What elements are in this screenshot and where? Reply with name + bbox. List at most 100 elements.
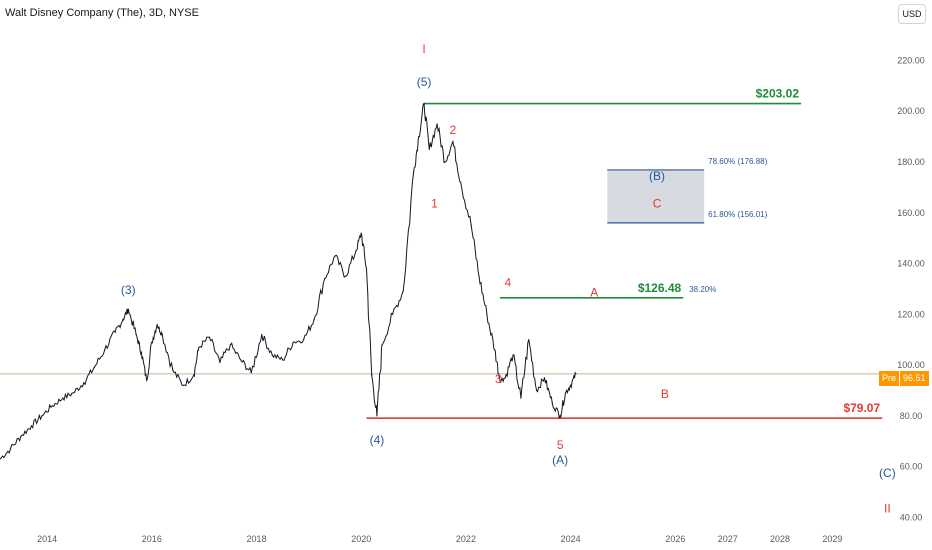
wave-label: (B) <box>649 169 665 183</box>
y-tick-label: 40.00 <box>900 512 923 522</box>
wave-label: (A) <box>552 453 568 467</box>
price-point <box>156 323 158 326</box>
price-point <box>161 334 163 336</box>
price-point <box>575 373 577 375</box>
price-point <box>240 359 242 361</box>
price-point <box>292 341 294 343</box>
x-tick-label: 2026 <box>665 534 685 544</box>
price-point <box>313 318 315 320</box>
price-point <box>114 331 116 333</box>
wave-label: 1 <box>431 197 438 211</box>
price-point <box>323 278 326 280</box>
price-point <box>392 313 394 315</box>
price-point <box>271 354 273 356</box>
wave-label: 4 <box>504 275 511 289</box>
wave-label: (3) <box>121 283 136 297</box>
price-point <box>460 181 462 183</box>
price-point <box>261 334 263 336</box>
y-tick-label: 120.00 <box>897 309 925 319</box>
price-point <box>504 377 506 379</box>
price-point <box>282 359 284 361</box>
price-badge: Pre 96.51 <box>879 371 929 386</box>
price-point <box>30 425 33 427</box>
price-point <box>428 148 430 150</box>
x-tick-label: 2020 <box>351 534 371 544</box>
price-point <box>520 397 522 399</box>
price-point <box>62 397 64 399</box>
price-point <box>376 415 378 417</box>
price-point <box>334 255 336 257</box>
price-point <box>41 415 43 417</box>
price-point <box>360 232 362 234</box>
price-point <box>72 392 74 394</box>
price-point <box>122 318 124 320</box>
y-tick-label: 140.00 <box>897 259 925 269</box>
price-point <box>486 313 488 315</box>
price-point <box>559 415 561 417</box>
price-point <box>250 372 252 374</box>
price-point <box>452 141 454 143</box>
price-point <box>412 171 415 173</box>
price-point <box>51 405 53 407</box>
x-tick-label: 2018 <box>247 534 267 544</box>
wave-label: 2 <box>450 123 457 137</box>
price-point <box>418 136 420 138</box>
price-point <box>365 268 368 270</box>
price-point <box>208 336 211 338</box>
wave-label: B <box>661 387 669 401</box>
x-tick-label: 2028 <box>770 534 790 544</box>
price-point <box>198 346 200 348</box>
wave-label: A <box>590 286 598 300</box>
y-tick-label: 200.00 <box>897 106 925 116</box>
x-tick-label: 2027 <box>718 534 738 544</box>
level-label: $203.02 <box>756 87 800 101</box>
level-note: 38.20% <box>689 285 716 294</box>
x-tick-label: 2024 <box>561 534 581 544</box>
price-point <box>20 435 22 437</box>
wave-label: 5 <box>557 438 564 452</box>
price-point <box>543 377 546 379</box>
wave-label: (4) <box>370 433 385 447</box>
y-tick-label: 100.00 <box>897 360 925 370</box>
price-point <box>551 402 553 404</box>
fib-bottom-label: 61.80% (156.01) <box>708 210 767 219</box>
price-point <box>494 349 496 351</box>
level-label: $126.48 <box>638 281 682 295</box>
price-point <box>93 367 95 369</box>
price-point <box>570 384 572 386</box>
level-label: $79.07 <box>843 401 880 415</box>
fib-top-label: 78.60% (176.88) <box>708 157 767 166</box>
y-tick-label: 60.00 <box>900 462 923 472</box>
x-tick-label: 2022 <box>456 534 476 544</box>
wave-label: C <box>653 197 662 211</box>
wave-label: I <box>422 42 425 56</box>
y-tick-label: 160.00 <box>897 208 925 218</box>
price-point <box>444 161 446 163</box>
price-point <box>182 384 184 386</box>
price-point <box>423 103 425 105</box>
currency-button[interactable]: USD <box>898 4 926 24</box>
wave-label: II <box>884 501 891 515</box>
y-tick-label: 220.00 <box>897 55 925 65</box>
price-point <box>381 344 383 346</box>
x-tick-label: 2014 <box>37 534 57 544</box>
price-point <box>83 382 85 384</box>
price-point <box>135 334 137 336</box>
price-point <box>344 275 347 277</box>
price-point <box>219 361 221 364</box>
price-point <box>436 123 438 125</box>
price-point <box>151 341 153 343</box>
price-point <box>303 339 305 341</box>
price-point <box>528 339 530 341</box>
price-point <box>536 389 538 392</box>
x-tick-label: 2029 <box>822 534 842 544</box>
price-badge-value: 96.51 <box>899 371 929 386</box>
y-tick-label: 180.00 <box>897 157 925 167</box>
price-point <box>402 290 404 293</box>
price-series <box>0 102 577 460</box>
price-point <box>140 351 142 353</box>
price-point <box>371 374 373 376</box>
x-tick-label: 2016 <box>142 534 162 544</box>
wave-label: (C) <box>879 466 896 480</box>
